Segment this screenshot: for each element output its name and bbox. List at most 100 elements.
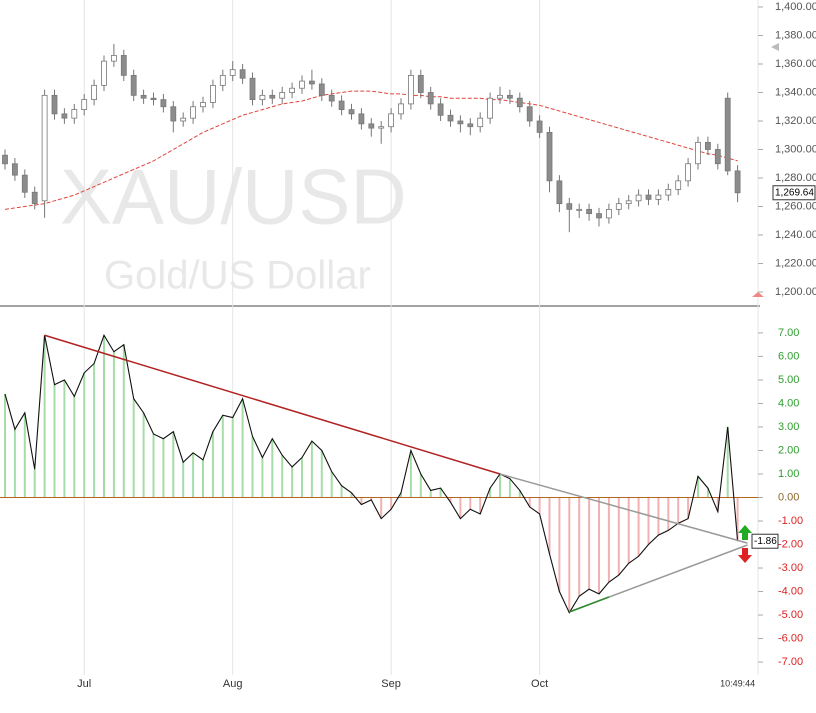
- candle-body: [417, 74, 424, 93]
- y-tick-label: 6.00: [778, 350, 799, 362]
- candle-body: [724, 97, 731, 172]
- candle-body: [566, 203, 573, 210]
- candle-body: [51, 94, 58, 115]
- down-arrow-icon: [738, 548, 752, 563]
- candle-body: [477, 117, 484, 128]
- x-tick-label: Sep: [381, 678, 401, 690]
- candle-body: [596, 213, 602, 219]
- candle-body: [200, 102, 206, 108]
- trend-line: [569, 596, 610, 613]
- candle-body: [259, 94, 266, 101]
- candle-body: [606, 208, 612, 219]
- candle-body: [150, 97, 157, 101]
- last-value-label: 1,269.64: [775, 187, 814, 198]
- y-tick-label: 1,360.00: [775, 58, 816, 70]
- y-tick-label: -7.00: [778, 656, 803, 668]
- y-tick-label: 1,260.00: [775, 200, 816, 212]
- candle-body: [497, 94, 503, 99]
- y-tick-label: -3.00: [778, 562, 803, 574]
- y-tick-label: 1,200.00: [775, 286, 816, 298]
- last-value-label: -1.86: [754, 536, 777, 547]
- y-tick-label: 7.00: [778, 327, 799, 339]
- candle-body: [457, 120, 464, 125]
- candle-body: [615, 203, 622, 210]
- scroll-down-icon[interactable]: [752, 292, 764, 297]
- candle-body: [318, 83, 325, 96]
- y-tick-label: 1,220.00: [775, 257, 816, 269]
- candle-body: [2, 154, 8, 165]
- candle-body: [635, 194, 642, 202]
- candle-body: [526, 106, 533, 122]
- watermark-title: XAU/USD: [60, 153, 407, 241]
- candle-body: [140, 94, 147, 99]
- candle-body: [487, 97, 494, 119]
- moving-average-line: [4, 90, 738, 210]
- candle-body: [685, 163, 691, 182]
- last-value-box: [772, 185, 816, 201]
- candle-body: [249, 77, 256, 101]
- y-tick-label: -4.00: [778, 585, 803, 597]
- candle-body: [506, 94, 513, 99]
- y-tick-label: 2.00: [778, 444, 799, 456]
- y-tick-label: 1,240.00: [775, 229, 816, 241]
- watermark-subtitle: Gold/US Dollar: [104, 254, 371, 298]
- y-tick-label: -2.00: [778, 538, 803, 550]
- up-arrow-icon: [738, 525, 752, 540]
- candle-body: [625, 200, 632, 205]
- candle-body: [160, 99, 167, 108]
- candle-body: [209, 84, 216, 103]
- y-tick-label: 1,320.00: [775, 115, 816, 127]
- x-tick-label: 10:49:44: [720, 678, 755, 688]
- candle-body: [734, 170, 741, 194]
- candle-body: [536, 120, 543, 133]
- y-tick-label: -5.00: [778, 609, 803, 621]
- candle-body: [368, 123, 375, 129]
- candle-body: [289, 87, 296, 93]
- candle-body: [556, 180, 563, 205]
- candle-body: [41, 94, 48, 202]
- candle-body: [407, 74, 414, 105]
- y-tick-label: 3.00: [778, 421, 799, 433]
- x-tick-label: Oct: [531, 678, 548, 690]
- candle-body: [71, 109, 78, 119]
- candle-body: [645, 194, 652, 200]
- candle-body: [190, 106, 197, 119]
- candle-body: [229, 69, 236, 76]
- candle-body: [427, 92, 434, 105]
- candle-body: [180, 117, 187, 122]
- x-tick-label: Jul: [77, 678, 91, 690]
- candle-body: [61, 113, 68, 119]
- candle-body: [299, 80, 305, 89]
- candle-body: [348, 109, 355, 115]
- y-tick-label: 0.00: [778, 491, 799, 503]
- candle-body: [586, 208, 592, 215]
- candle-body: [338, 100, 345, 110]
- candle-body: [219, 74, 226, 86]
- candle-body: [101, 60, 107, 86]
- scroll-up-icon[interactable]: [771, 43, 779, 51]
- candle-body: [516, 97, 523, 108]
- y-tick-label: 1,280.00: [775, 172, 816, 184]
- last-value-box: [751, 533, 779, 549]
- candle-body: [705, 141, 711, 150]
- candle-body: [447, 114, 454, 122]
- candle-body: [398, 103, 404, 115]
- candle-body: [308, 80, 315, 85]
- y-tick-label: 5.00: [778, 374, 799, 386]
- candle-body: [328, 94, 335, 102]
- candle-body: [675, 180, 682, 190]
- candle-body: [111, 55, 117, 62]
- y-tick-label: 1,300.00: [775, 143, 816, 155]
- candle-body: [279, 92, 286, 99]
- candle-body: [81, 99, 88, 110]
- candle-body: [546, 131, 553, 182]
- candle-body: [21, 174, 28, 193]
- candle-body: [239, 69, 246, 79]
- candle-body: [11, 163, 18, 176]
- candle-body: [467, 123, 474, 128]
- candle-body: [130, 74, 137, 96]
- candle-body: [120, 55, 127, 76]
- y-tick-label: -1.00: [778, 515, 803, 527]
